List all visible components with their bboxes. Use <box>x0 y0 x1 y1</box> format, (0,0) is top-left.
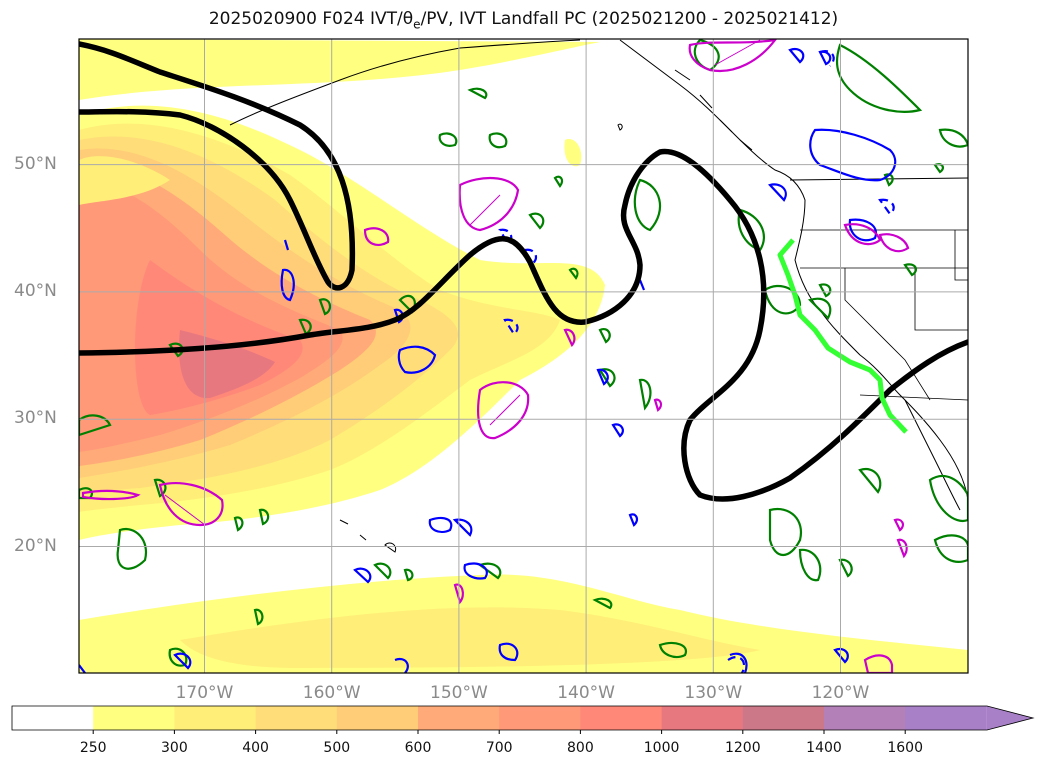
lon-tick-label: 150°W <box>430 683 488 703</box>
colorbar-level-label: 1600 <box>887 740 923 756</box>
colorbar-level-label: 1200 <box>724 740 761 756</box>
colorbar-swatch <box>418 706 500 730</box>
colorbar-level-label: 500 <box>323 740 351 756</box>
pv-dashed-contours <box>498 50 895 673</box>
lat-tick-label: 40°N <box>14 280 57 301</box>
pv-contours <box>79 47 897 673</box>
colorbar-swatch <box>93 706 175 730</box>
map-frame <box>78 38 969 674</box>
pc-contour <box>79 41 968 502</box>
colorbar-level-label: 1000 <box>643 740 680 756</box>
colorbar-level-label: 1400 <box>806 740 842 756</box>
colorbar-swatch <box>661 706 744 730</box>
lon-tick-label: 140°W <box>557 683 615 703</box>
colorbar-swatch <box>742 706 825 730</box>
pv-negative-contours <box>81 39 910 673</box>
colorbar-swatch <box>12 706 94 730</box>
lat-tick-label: 50°N <box>14 153 57 174</box>
colorbar-level-label: 600 <box>404 740 432 756</box>
colorbar-frame <box>11 705 1035 731</box>
map-content <box>79 39 968 673</box>
colorbar-swatch <box>499 706 581 730</box>
lon-tick-label: 160°W <box>302 683 361 703</box>
gridlines <box>79 39 968 673</box>
lon-tick-label: 130°W <box>684 683 743 703</box>
colorbar-level-label: 300 <box>161 740 188 756</box>
colorbar-swatch <box>255 706 338 730</box>
colorbar-swatch <box>824 706 906 730</box>
colorbar-swatch <box>905 706 987 730</box>
lon-tick-label: 120°W <box>811 683 870 703</box>
map-title: 2025020900 F024 IVT/θe/PV, IVT Landfall … <box>208 9 839 32</box>
colorbar-extend-arrow <box>987 706 1033 730</box>
colorbar-swatch <box>336 706 419 730</box>
lon-tick-label: 170°W <box>175 683 234 703</box>
landfall-line <box>777 238 908 434</box>
colorbar-blocks <box>12 706 1033 734</box>
colorbar-swatch <box>580 706 663 730</box>
colorbar-swatch <box>174 706 257 730</box>
ivt-filled-contours <box>79 39 968 673</box>
colorbar-level-label: 250 <box>79 740 107 756</box>
colorbar-level-label: 400 <box>242 740 269 756</box>
colorbar-level-label: 800 <box>567 740 594 756</box>
lat-tick-label: 30°N <box>14 408 57 429</box>
colorbar-level-label: 700 <box>485 740 513 756</box>
lat-tick-label: 20°N <box>14 535 57 556</box>
